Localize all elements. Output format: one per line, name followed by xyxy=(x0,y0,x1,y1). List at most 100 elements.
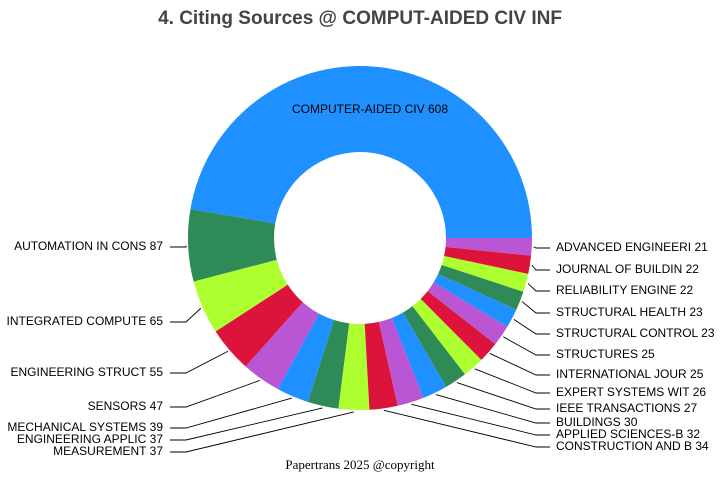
leader-line xyxy=(513,318,550,335)
slice-label: INTEGRATED COMPUTE 65 xyxy=(7,314,164,328)
label-category: INTERNATIONAL JOUR xyxy=(556,367,687,381)
footer: Papertrans 2025 @copyright xyxy=(285,457,435,472)
slice-label: ENGINEERING APPLIC 37 xyxy=(17,432,163,446)
donut-slice xyxy=(420,291,496,360)
label-category: RELIABILITY ENGINE xyxy=(556,283,677,297)
slice-label: SENSORS 47 xyxy=(88,399,164,413)
label-value: 25 xyxy=(690,367,704,381)
label-value: 87 xyxy=(150,239,164,253)
slice-label: STRUCTURAL HEALTH 23 xyxy=(556,305,703,319)
leader-line xyxy=(170,379,261,408)
leader-line xyxy=(531,264,550,271)
donut-slice xyxy=(427,282,508,345)
label-value: 47 xyxy=(150,399,164,413)
donut-slice xyxy=(364,321,398,410)
label-category: AUTOMATION IN CONS xyxy=(14,239,146,253)
slice-label: APPLIED SCIENCES-B 32 xyxy=(556,427,700,441)
label-value: 608 xyxy=(428,102,448,116)
label-value: 27 xyxy=(684,401,698,415)
slice-label: BUILDINGS 30 xyxy=(556,415,638,429)
label-value: 22 xyxy=(686,262,700,276)
slice-label: MECHANICAL SYSTEMS 39 xyxy=(7,420,163,434)
donut-slice xyxy=(433,273,517,327)
donut-slice xyxy=(441,255,529,292)
label-value: 55 xyxy=(150,365,164,379)
label-value: 22 xyxy=(680,283,694,297)
label-category: STRUCTURAL CONTROL xyxy=(556,326,699,340)
slice-label: ENGINEERING STRUCT 55 xyxy=(11,365,164,379)
label-value: 26 xyxy=(693,385,707,399)
leader-line xyxy=(527,283,550,292)
leader-line xyxy=(170,397,293,429)
slice-label: STRUCTURAL CONTROL 23 xyxy=(556,326,715,340)
donut-slice xyxy=(444,246,532,274)
leader-line xyxy=(521,301,550,314)
label-value: 37 xyxy=(150,432,164,446)
leader-line xyxy=(170,407,323,441)
label-value: 37 xyxy=(150,444,164,458)
label-value: 23 xyxy=(701,326,715,340)
donut-slice xyxy=(245,302,319,390)
leader-line xyxy=(456,382,550,410)
label-value: 21 xyxy=(694,240,708,254)
leader-line xyxy=(170,350,229,374)
label-category: STRUCTURES xyxy=(556,347,638,361)
donut-slice xyxy=(277,313,335,402)
slice-label: IEEE TRANSACTIONS 27 xyxy=(556,401,698,415)
donut-slice xyxy=(215,284,303,367)
label-category: IEEE TRANSACTIONS xyxy=(556,401,680,415)
leader-line xyxy=(170,245,187,248)
slice-label: AUTOMATION IN CONS 87 xyxy=(14,239,163,253)
leader-line xyxy=(383,409,550,448)
leader-line xyxy=(503,336,550,356)
leader-line xyxy=(170,307,202,323)
donut-slice xyxy=(190,65,532,238)
leader-line xyxy=(533,246,550,249)
label-category: MECHANICAL SYSTEMS xyxy=(7,420,146,434)
slice-label: COMPUTER-AIDED CIV 608 xyxy=(292,102,448,116)
slice-label: ADVANCED ENGINEERI 21 xyxy=(556,240,708,254)
slice-label: EXPERT SYSTEMS WIT 26 xyxy=(556,385,706,399)
label-category: APPLIED SCIENCES-B xyxy=(556,427,683,441)
slice-label: RELIABILITY ENGINE 22 xyxy=(556,283,694,297)
donut-slice xyxy=(403,306,465,387)
label-category: SENSORS xyxy=(88,399,147,413)
donut-slice xyxy=(193,259,288,332)
label-category: STRUCTURAL HEALTH xyxy=(556,305,686,319)
slice-label: INTERNATIONAL JOUR 25 xyxy=(556,367,704,381)
slice-label: CONSTRUCTION AND B 34 xyxy=(556,439,709,453)
label-category: BUILDINGS xyxy=(556,415,621,429)
slice-label: MEASUREMENT 37 xyxy=(53,444,163,458)
donut-slice xyxy=(438,264,524,310)
label-category: MEASUREMENT xyxy=(53,444,147,458)
label-category: ENGINEERING STRUCT xyxy=(11,365,148,379)
leader-line xyxy=(474,368,550,394)
donut-slice xyxy=(308,319,350,409)
donut-slice xyxy=(391,312,447,398)
label-category: JOURNAL OF BUILDIN xyxy=(556,262,682,276)
label-category: CONSTRUCTION AND B xyxy=(556,439,692,453)
label-value: 30 xyxy=(624,415,638,429)
label-category: EXPERT SYSTEMS WIT xyxy=(556,385,690,399)
label-value: 65 xyxy=(150,314,164,328)
donut-slice xyxy=(445,238,532,256)
label-value: 39 xyxy=(150,420,164,434)
donut-slice xyxy=(338,323,370,410)
chart-title: 4. Citing Sources @ COMPUT-AIDED CIV INF xyxy=(158,8,562,29)
leader-line xyxy=(435,394,550,424)
donut-slice xyxy=(188,209,277,282)
label-category: ENGINEERING APPLIC xyxy=(17,432,147,446)
leader-line xyxy=(170,411,354,453)
label-category: COMPUTER-AIDED CIV xyxy=(292,102,425,116)
label-value: 34 xyxy=(695,439,709,453)
slice-label: JOURNAL OF BUILDIN 22 xyxy=(556,262,699,276)
donut-slice xyxy=(412,298,482,375)
label-category: ADVANCED ENGINEERI xyxy=(556,240,691,254)
label-value: 32 xyxy=(687,427,701,441)
donut-slice xyxy=(378,317,424,406)
leader-line xyxy=(489,353,550,376)
label-category: INTEGRATED COMPUTE xyxy=(7,314,147,328)
label-value: 23 xyxy=(689,305,703,319)
label-value: 25 xyxy=(641,347,655,361)
